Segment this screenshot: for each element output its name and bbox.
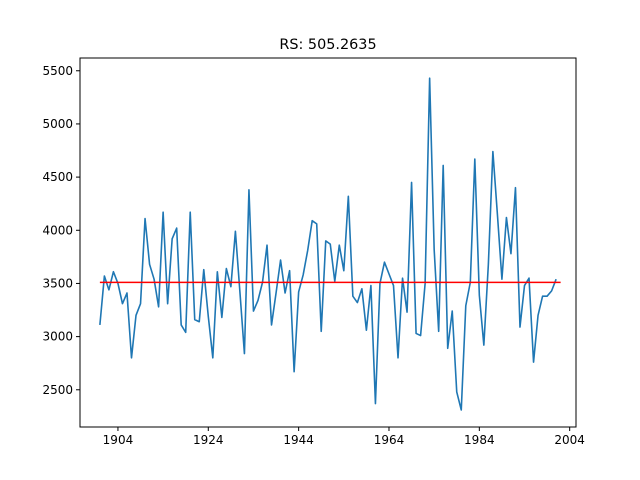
x-tick-label: 2004 <box>554 433 585 447</box>
series-line <box>99 77 557 411</box>
y-tick-label: 4500 <box>42 170 73 184</box>
x-tick-label: 1904 <box>103 433 134 447</box>
plot-area <box>99 77 561 411</box>
axes-frame <box>79 57 577 428</box>
y-tick-label: 5500 <box>42 64 73 78</box>
x-tick-label: 1924 <box>193 433 224 447</box>
y-tick-label: 2500 <box>42 383 73 397</box>
x-tick-label: 1964 <box>374 433 405 447</box>
x-axis: 1904 1924 1944 1964 1984 2004 <box>103 427 585 447</box>
y-tick-label: 5000 <box>42 117 73 131</box>
chart-title: RS: 505.2635 <box>279 37 376 53</box>
x-tick-label: 1984 <box>464 433 495 447</box>
y-tick-label: 3500 <box>42 276 73 290</box>
y-axis: 2500 3000 3500 4000 4500 5000 5500 <box>42 64 80 397</box>
y-tick-label: 3000 <box>42 330 73 344</box>
x-tick-label: 1944 <box>283 433 314 447</box>
y-tick-label: 4000 <box>42 223 73 237</box>
